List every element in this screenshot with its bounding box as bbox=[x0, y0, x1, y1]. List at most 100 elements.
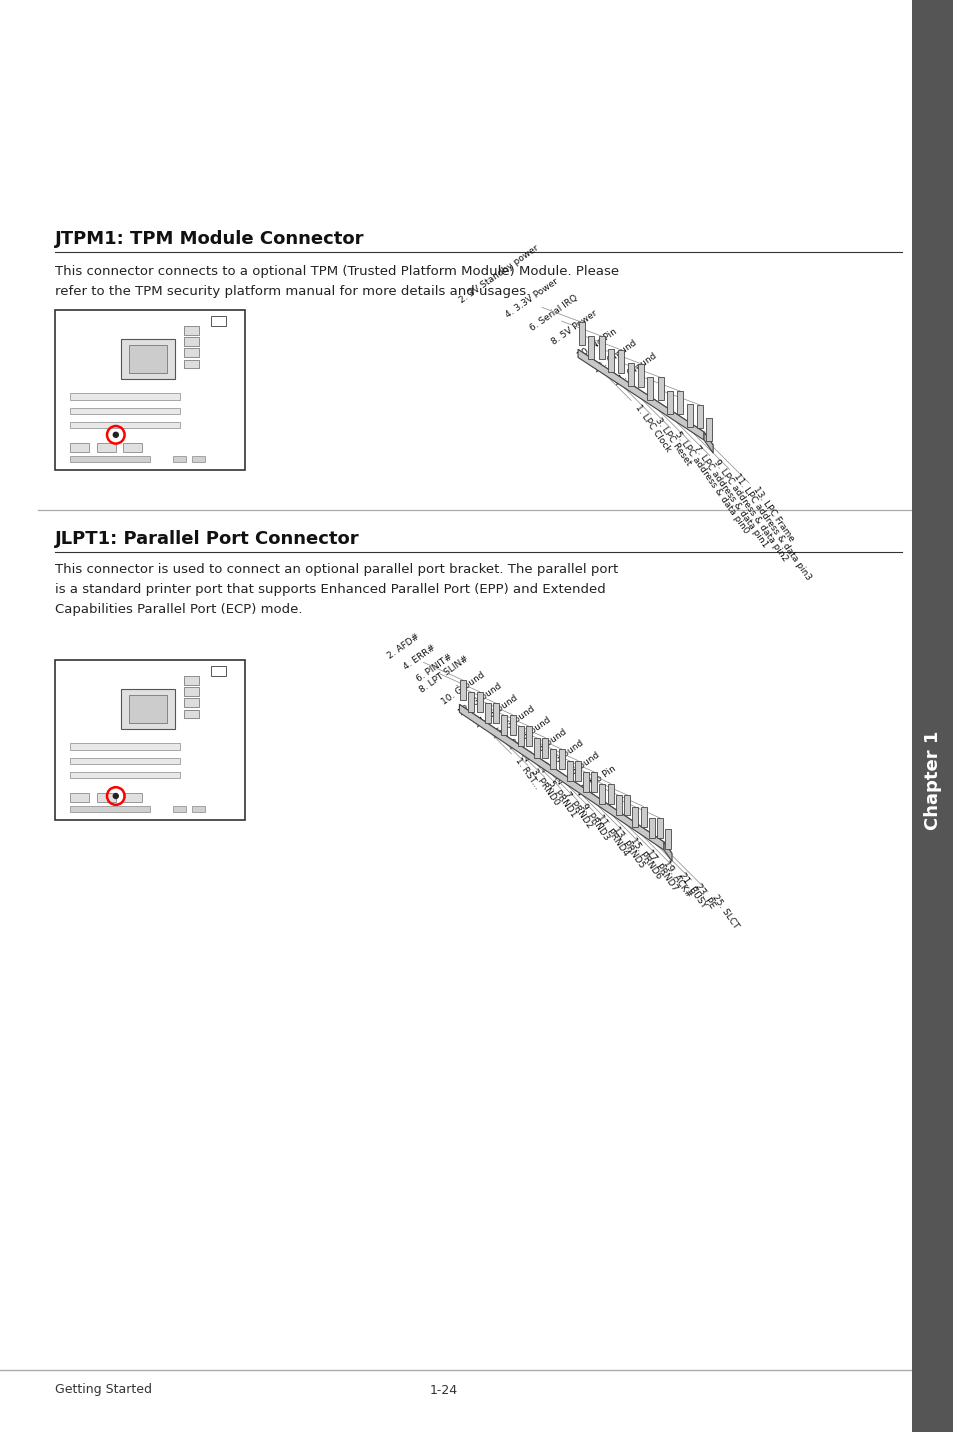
Polygon shape bbox=[640, 806, 646, 826]
Bar bbox=[71, 394, 180, 400]
Text: 6. Serial IRQ: 6. Serial IRQ bbox=[528, 294, 578, 332]
Text: is a standard printer port that supports Enhanced Parallel Port (EPP) and Extend: is a standard printer port that supports… bbox=[55, 583, 605, 596]
Polygon shape bbox=[534, 737, 539, 758]
Bar bbox=[184, 326, 199, 335]
Bar bbox=[184, 710, 199, 719]
Bar bbox=[71, 408, 180, 414]
Text: 25. SLCT: 25. SLCT bbox=[709, 894, 740, 931]
Bar bbox=[130, 345, 167, 372]
Polygon shape bbox=[566, 760, 572, 780]
Polygon shape bbox=[598, 783, 605, 803]
Text: 5. LPC address & data pin0: 5. LPC address & data pin0 bbox=[672, 430, 749, 536]
Text: 7. PRND2: 7. PRND2 bbox=[562, 790, 594, 831]
Bar bbox=[130, 695, 167, 723]
Polygon shape bbox=[627, 364, 633, 387]
Polygon shape bbox=[459, 705, 663, 851]
Bar bbox=[71, 772, 180, 779]
Text: 3. LPC Reset: 3. LPC Reset bbox=[652, 417, 692, 468]
Text: refer to the TPM security platform manual for more details and usages.: refer to the TPM security platform manua… bbox=[55, 285, 530, 298]
Bar bbox=[123, 793, 142, 802]
Text: 10. No Pin: 10. No Pin bbox=[576, 326, 618, 361]
FancyBboxPatch shape bbox=[911, 650, 953, 851]
Polygon shape bbox=[664, 829, 670, 849]
Bar bbox=[71, 442, 90, 453]
Bar bbox=[55, 660, 245, 821]
Text: 14. Ground: 14. Ground bbox=[611, 352, 658, 388]
Bar bbox=[71, 422, 180, 428]
Circle shape bbox=[112, 793, 119, 799]
Polygon shape bbox=[616, 795, 621, 815]
Text: 5. PRND1: 5. PRND1 bbox=[546, 779, 578, 819]
Bar bbox=[71, 743, 180, 749]
Text: 2. AFD#: 2. AFD# bbox=[386, 632, 421, 660]
Text: 12. Ground: 12. Ground bbox=[591, 338, 638, 374]
Text: 3. PRND0: 3. PRND0 bbox=[529, 768, 561, 808]
Text: 26. No Pin: 26. No Pin bbox=[575, 765, 618, 798]
Text: 8. 5V Power: 8. 5V Power bbox=[550, 309, 598, 347]
Text: 15. PRND6: 15. PRND6 bbox=[627, 836, 662, 881]
Polygon shape bbox=[588, 335, 594, 358]
Polygon shape bbox=[476, 692, 482, 712]
Bar bbox=[96, 442, 115, 453]
Polygon shape bbox=[607, 349, 613, 372]
Polygon shape bbox=[459, 705, 671, 853]
Text: 20. Ground: 20. Ground bbox=[522, 727, 568, 763]
Text: 8. LPT SLIN#: 8. LPT SLIN# bbox=[417, 654, 470, 695]
Bar bbox=[96, 793, 115, 802]
Bar bbox=[184, 359, 199, 368]
Text: 13. LPC Frame: 13. LPC Frame bbox=[750, 485, 795, 543]
Text: 4. ERR#: 4. ERR# bbox=[402, 643, 437, 672]
Polygon shape bbox=[575, 760, 580, 780]
Polygon shape bbox=[686, 404, 692, 427]
Bar bbox=[71, 758, 180, 765]
Bar bbox=[172, 806, 186, 812]
Polygon shape bbox=[705, 418, 712, 441]
Polygon shape bbox=[578, 349, 703, 440]
Polygon shape bbox=[697, 405, 702, 428]
Polygon shape bbox=[646, 377, 653, 400]
Text: 19. ACK#: 19. ACK# bbox=[660, 859, 692, 899]
Polygon shape bbox=[500, 715, 507, 735]
Polygon shape bbox=[666, 391, 672, 414]
Polygon shape bbox=[598, 337, 604, 359]
Bar bbox=[121, 339, 174, 379]
Bar bbox=[123, 442, 142, 453]
Bar bbox=[192, 455, 205, 463]
Text: Capabilities Parallel Port (ECP) mode.: Capabilities Parallel Port (ECP) mode. bbox=[55, 603, 302, 616]
Polygon shape bbox=[582, 772, 589, 792]
Text: 11. LPC address & data pin3: 11. LPC address & data pin3 bbox=[731, 471, 812, 581]
Bar bbox=[55, 309, 245, 470]
Text: 7. LPC address & data pin1: 7. LPC address & data pin1 bbox=[692, 444, 769, 550]
Bar bbox=[184, 699, 199, 707]
Polygon shape bbox=[578, 322, 584, 345]
Bar bbox=[71, 806, 150, 812]
Text: 22. Ground: 22. Ground bbox=[538, 739, 584, 775]
Text: Chapter 1: Chapter 1 bbox=[923, 730, 941, 829]
Bar bbox=[184, 687, 199, 696]
Text: 9. LPC address & data pin2: 9. LPC address & data pin2 bbox=[711, 458, 788, 563]
Text: JTPM1: TPM Module Connector: JTPM1: TPM Module Connector bbox=[55, 231, 364, 248]
Text: This connector connects to a optional TPM (Trusted Platform Module) Module. Plea: This connector connects to a optional TP… bbox=[55, 265, 618, 278]
Text: 10. Ground: 10. Ground bbox=[440, 670, 486, 706]
Polygon shape bbox=[623, 795, 630, 815]
Bar bbox=[71, 455, 150, 463]
Polygon shape bbox=[657, 818, 662, 838]
Circle shape bbox=[112, 431, 119, 438]
Polygon shape bbox=[468, 692, 474, 712]
Bar bbox=[211, 666, 226, 676]
Polygon shape bbox=[517, 726, 523, 746]
Polygon shape bbox=[591, 772, 597, 792]
Text: 2. 3V Standby power: 2. 3V Standby power bbox=[457, 243, 539, 305]
Bar bbox=[911, 0, 953, 1432]
Polygon shape bbox=[493, 703, 498, 723]
Polygon shape bbox=[578, 349, 713, 445]
Polygon shape bbox=[550, 749, 556, 769]
Text: 18. Ground: 18. Ground bbox=[505, 716, 552, 752]
Bar bbox=[184, 337, 199, 347]
Bar bbox=[211, 316, 226, 326]
Polygon shape bbox=[677, 391, 682, 414]
Text: 1-24: 1-24 bbox=[430, 1383, 457, 1396]
Text: 13. PRND5: 13. PRND5 bbox=[611, 825, 646, 869]
Polygon shape bbox=[632, 806, 638, 826]
Text: 14. Ground: 14. Ground bbox=[473, 693, 519, 729]
